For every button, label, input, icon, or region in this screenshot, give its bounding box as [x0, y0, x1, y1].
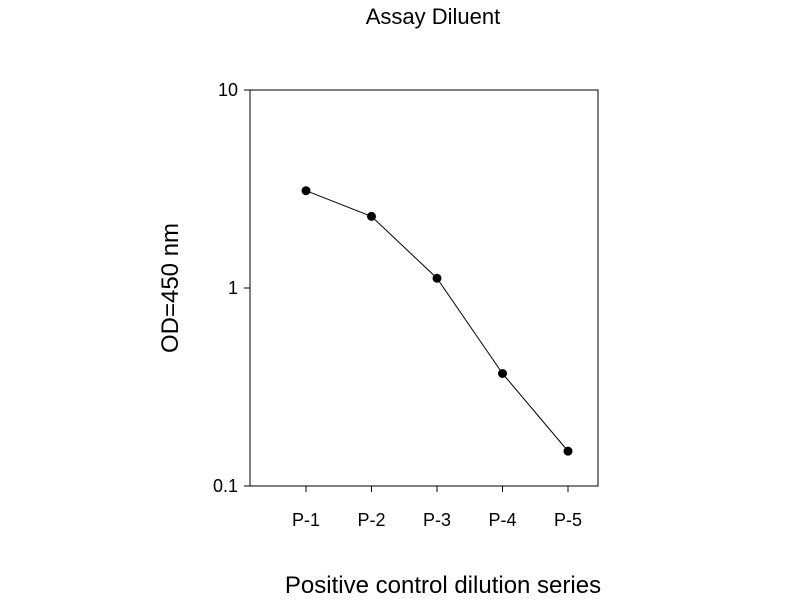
- x-tick-label: P-3: [423, 510, 451, 530]
- series-layer: [301, 186, 573, 456]
- x-tick-label: P-2: [357, 510, 385, 530]
- chart-title: Assay Diluent: [366, 4, 501, 29]
- data-point: [563, 446, 573, 456]
- data-point: [367, 211, 376, 221]
- x-tick-label: P-1: [292, 510, 320, 530]
- series-line: [305, 190, 569, 452]
- x-axis-label: Positive control dilution series: [285, 572, 601, 599]
- data-point: [432, 273, 442, 283]
- y-axis-label: OD=450 nm: [157, 223, 184, 353]
- y-tick-label: 10: [218, 80, 238, 100]
- x-tick-label: P-4: [488, 510, 516, 530]
- y-tick-label: 0.1: [213, 476, 238, 496]
- plot-frame: [249, 89, 599, 487]
- y-axis: 0.1 1 10: [213, 80, 250, 496]
- data-point: [301, 186, 311, 196]
- data-point: [498, 368, 507, 378]
- y-tick-label: 1: [228, 278, 238, 298]
- x-axis: P-1 P-2 P-3 P-4 P-5: [292, 486, 582, 530]
- x-tick-label: P-5: [554, 510, 582, 530]
